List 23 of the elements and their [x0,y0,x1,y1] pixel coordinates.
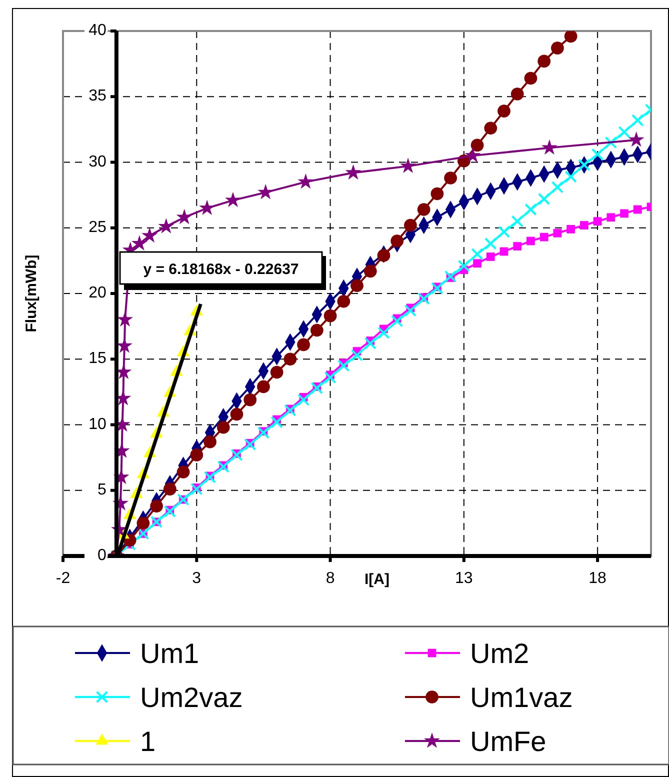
legend-label: 1 [140,726,156,757]
legend-label: Um2vaz [140,682,243,713]
y-tick-label: 10 [88,416,107,433]
y-tick-label: 35 [88,88,107,105]
y-tick-label: 15 [88,350,107,368]
x-tick-label: -2 [56,570,70,587]
y-tick-label: 5 [98,481,107,498]
y-tick-label: 20 [88,284,107,302]
x-tick-label: 13 [455,570,473,587]
y-tick-label: 30 [88,153,107,170]
legend-label: Um1 [140,638,200,669]
x-tick-label: 18 [588,570,607,587]
x-tick-label: 8 [326,570,335,587]
annotation: y = 6.18168x - 0.22637 [143,261,299,278]
legend-label: Um1vaz [470,682,573,713]
y-tick-label: 40 [88,22,107,39]
legend-label: UmFe [470,726,546,757]
y-axis-title: Flux[mWb] [23,254,40,332]
legend-label: Um2 [470,638,530,669]
y-tick-label: 0 [98,547,107,564]
y-tick-label: 25 [88,218,107,236]
x-axis-title: I[A] [364,571,390,588]
x-tick-label: 3 [192,570,202,587]
